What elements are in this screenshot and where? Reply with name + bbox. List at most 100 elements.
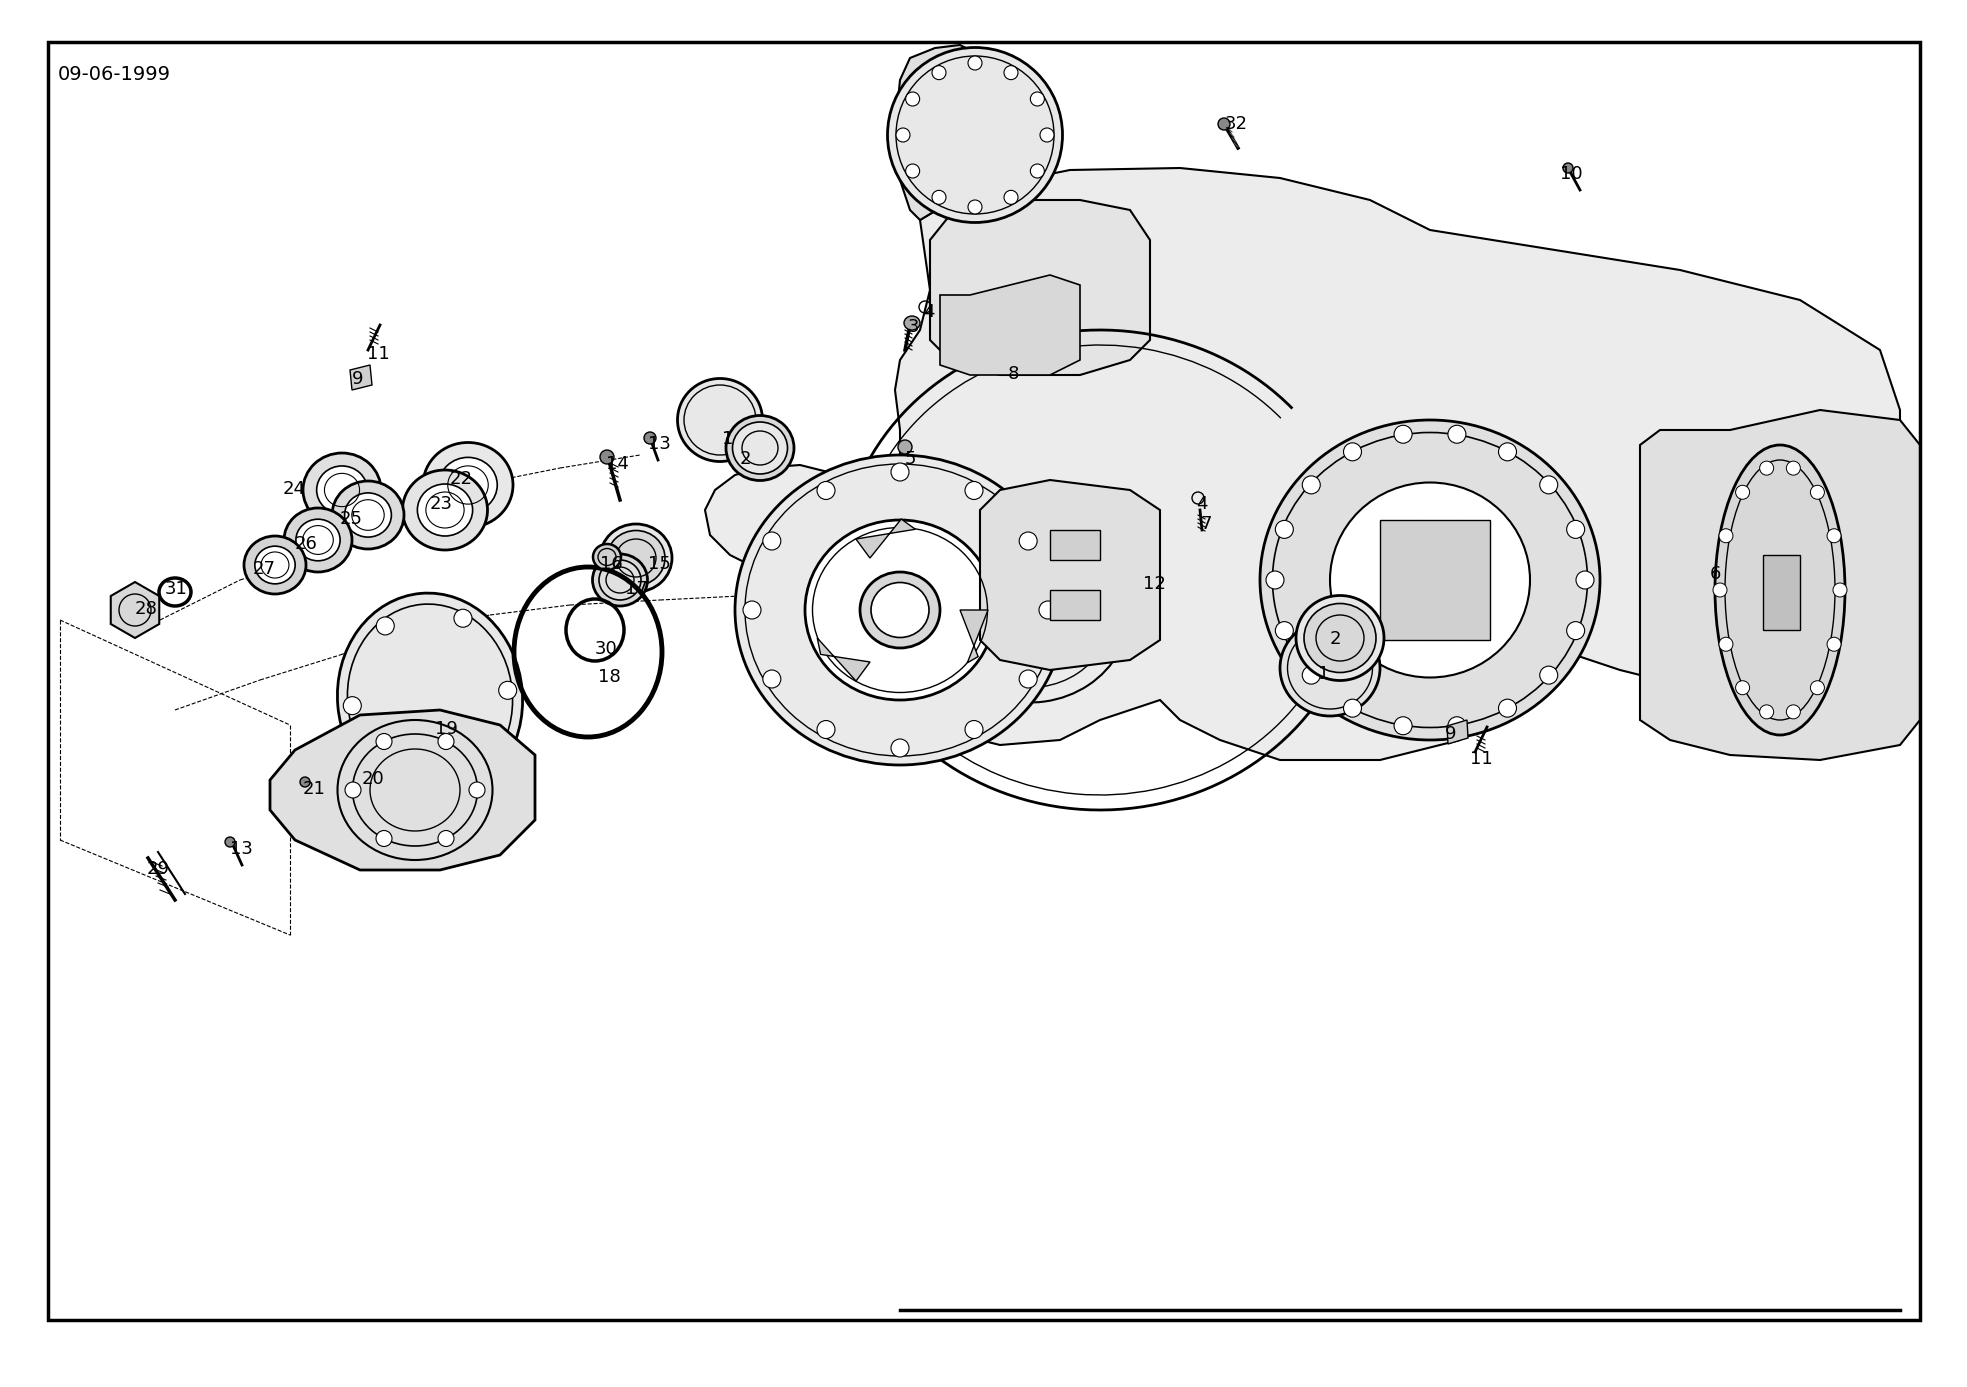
Ellipse shape [1275,621,1294,639]
Ellipse shape [1735,485,1749,499]
Text: 26: 26 [295,535,319,553]
Ellipse shape [468,782,486,798]
Ellipse shape [816,481,836,499]
Text: 29: 29 [148,860,169,878]
Ellipse shape [439,458,498,513]
Ellipse shape [283,508,352,571]
Text: 15: 15 [647,555,671,573]
Text: 9: 9 [352,370,364,388]
Ellipse shape [816,720,836,738]
Polygon shape [816,638,869,681]
Ellipse shape [860,571,940,648]
Ellipse shape [592,544,622,570]
Text: 4: 4 [923,302,934,320]
Ellipse shape [1760,705,1774,718]
Ellipse shape [1343,442,1361,460]
Ellipse shape [344,492,391,537]
Ellipse shape [256,546,295,584]
Ellipse shape [905,92,921,105]
Text: 2: 2 [1330,630,1341,648]
Ellipse shape [1304,603,1377,673]
Text: 31: 31 [165,580,189,598]
Text: 5: 5 [905,449,917,467]
Ellipse shape [966,720,984,738]
Ellipse shape [303,454,382,527]
Ellipse shape [1576,571,1593,589]
Text: 25: 25 [340,510,364,528]
Ellipse shape [1003,190,1019,204]
Ellipse shape [500,681,517,699]
Text: 16: 16 [600,555,624,573]
Ellipse shape [301,777,311,786]
Ellipse shape [891,463,909,481]
Ellipse shape [1267,571,1284,589]
Ellipse shape [1302,666,1320,684]
Ellipse shape [1395,717,1412,735]
Ellipse shape [454,609,472,627]
Polygon shape [1381,520,1489,639]
Ellipse shape [338,594,523,803]
Text: 11: 11 [368,345,389,363]
Text: 12: 12 [1143,576,1166,594]
Ellipse shape [1810,681,1825,695]
Ellipse shape [376,831,391,846]
Text: 10: 10 [1560,165,1583,183]
Ellipse shape [344,782,362,798]
Ellipse shape [1343,699,1361,717]
Ellipse shape [295,519,340,560]
Ellipse shape [344,696,362,714]
Ellipse shape [423,442,513,527]
Ellipse shape [1296,595,1385,681]
Polygon shape [895,44,999,221]
Ellipse shape [1827,637,1841,652]
Text: 09-06-1999: 09-06-1999 [57,65,171,85]
Polygon shape [980,480,1161,670]
Ellipse shape [439,831,454,846]
Ellipse shape [1810,485,1825,499]
Text: 1: 1 [1318,664,1330,682]
Ellipse shape [1448,717,1465,735]
Text: 28: 28 [136,601,157,619]
Ellipse shape [1448,426,1465,444]
Text: 18: 18 [598,669,622,687]
Ellipse shape [897,128,911,141]
Polygon shape [704,168,1900,760]
Ellipse shape [1499,442,1517,460]
Ellipse shape [1395,426,1412,444]
Ellipse shape [1713,583,1727,596]
Ellipse shape [1003,65,1019,79]
Ellipse shape [439,734,454,749]
Ellipse shape [1719,637,1733,652]
Text: 11: 11 [1469,750,1493,768]
Ellipse shape [1566,520,1585,538]
Polygon shape [1762,555,1800,630]
Ellipse shape [891,739,909,757]
Text: 8: 8 [1007,365,1019,383]
Ellipse shape [403,470,488,551]
Ellipse shape [600,449,614,465]
Ellipse shape [1039,601,1056,619]
Ellipse shape [966,481,984,499]
Ellipse shape [317,466,368,515]
Polygon shape [940,275,1080,374]
Ellipse shape [592,553,647,606]
Ellipse shape [1019,533,1037,551]
Polygon shape [269,710,535,870]
Ellipse shape [1540,476,1558,494]
Polygon shape [960,610,987,663]
Text: 17: 17 [626,580,647,598]
Ellipse shape [744,601,761,619]
Ellipse shape [332,481,403,549]
Ellipse shape [899,440,913,454]
Text: 20: 20 [362,770,386,788]
Ellipse shape [905,316,921,330]
Ellipse shape [1786,705,1800,718]
Ellipse shape [677,379,763,462]
Ellipse shape [1719,528,1733,542]
Ellipse shape [1218,118,1229,130]
Ellipse shape [1499,699,1517,717]
Text: 24: 24 [283,480,307,498]
Polygon shape [1640,411,1920,760]
Ellipse shape [905,164,921,178]
Ellipse shape [805,520,995,700]
